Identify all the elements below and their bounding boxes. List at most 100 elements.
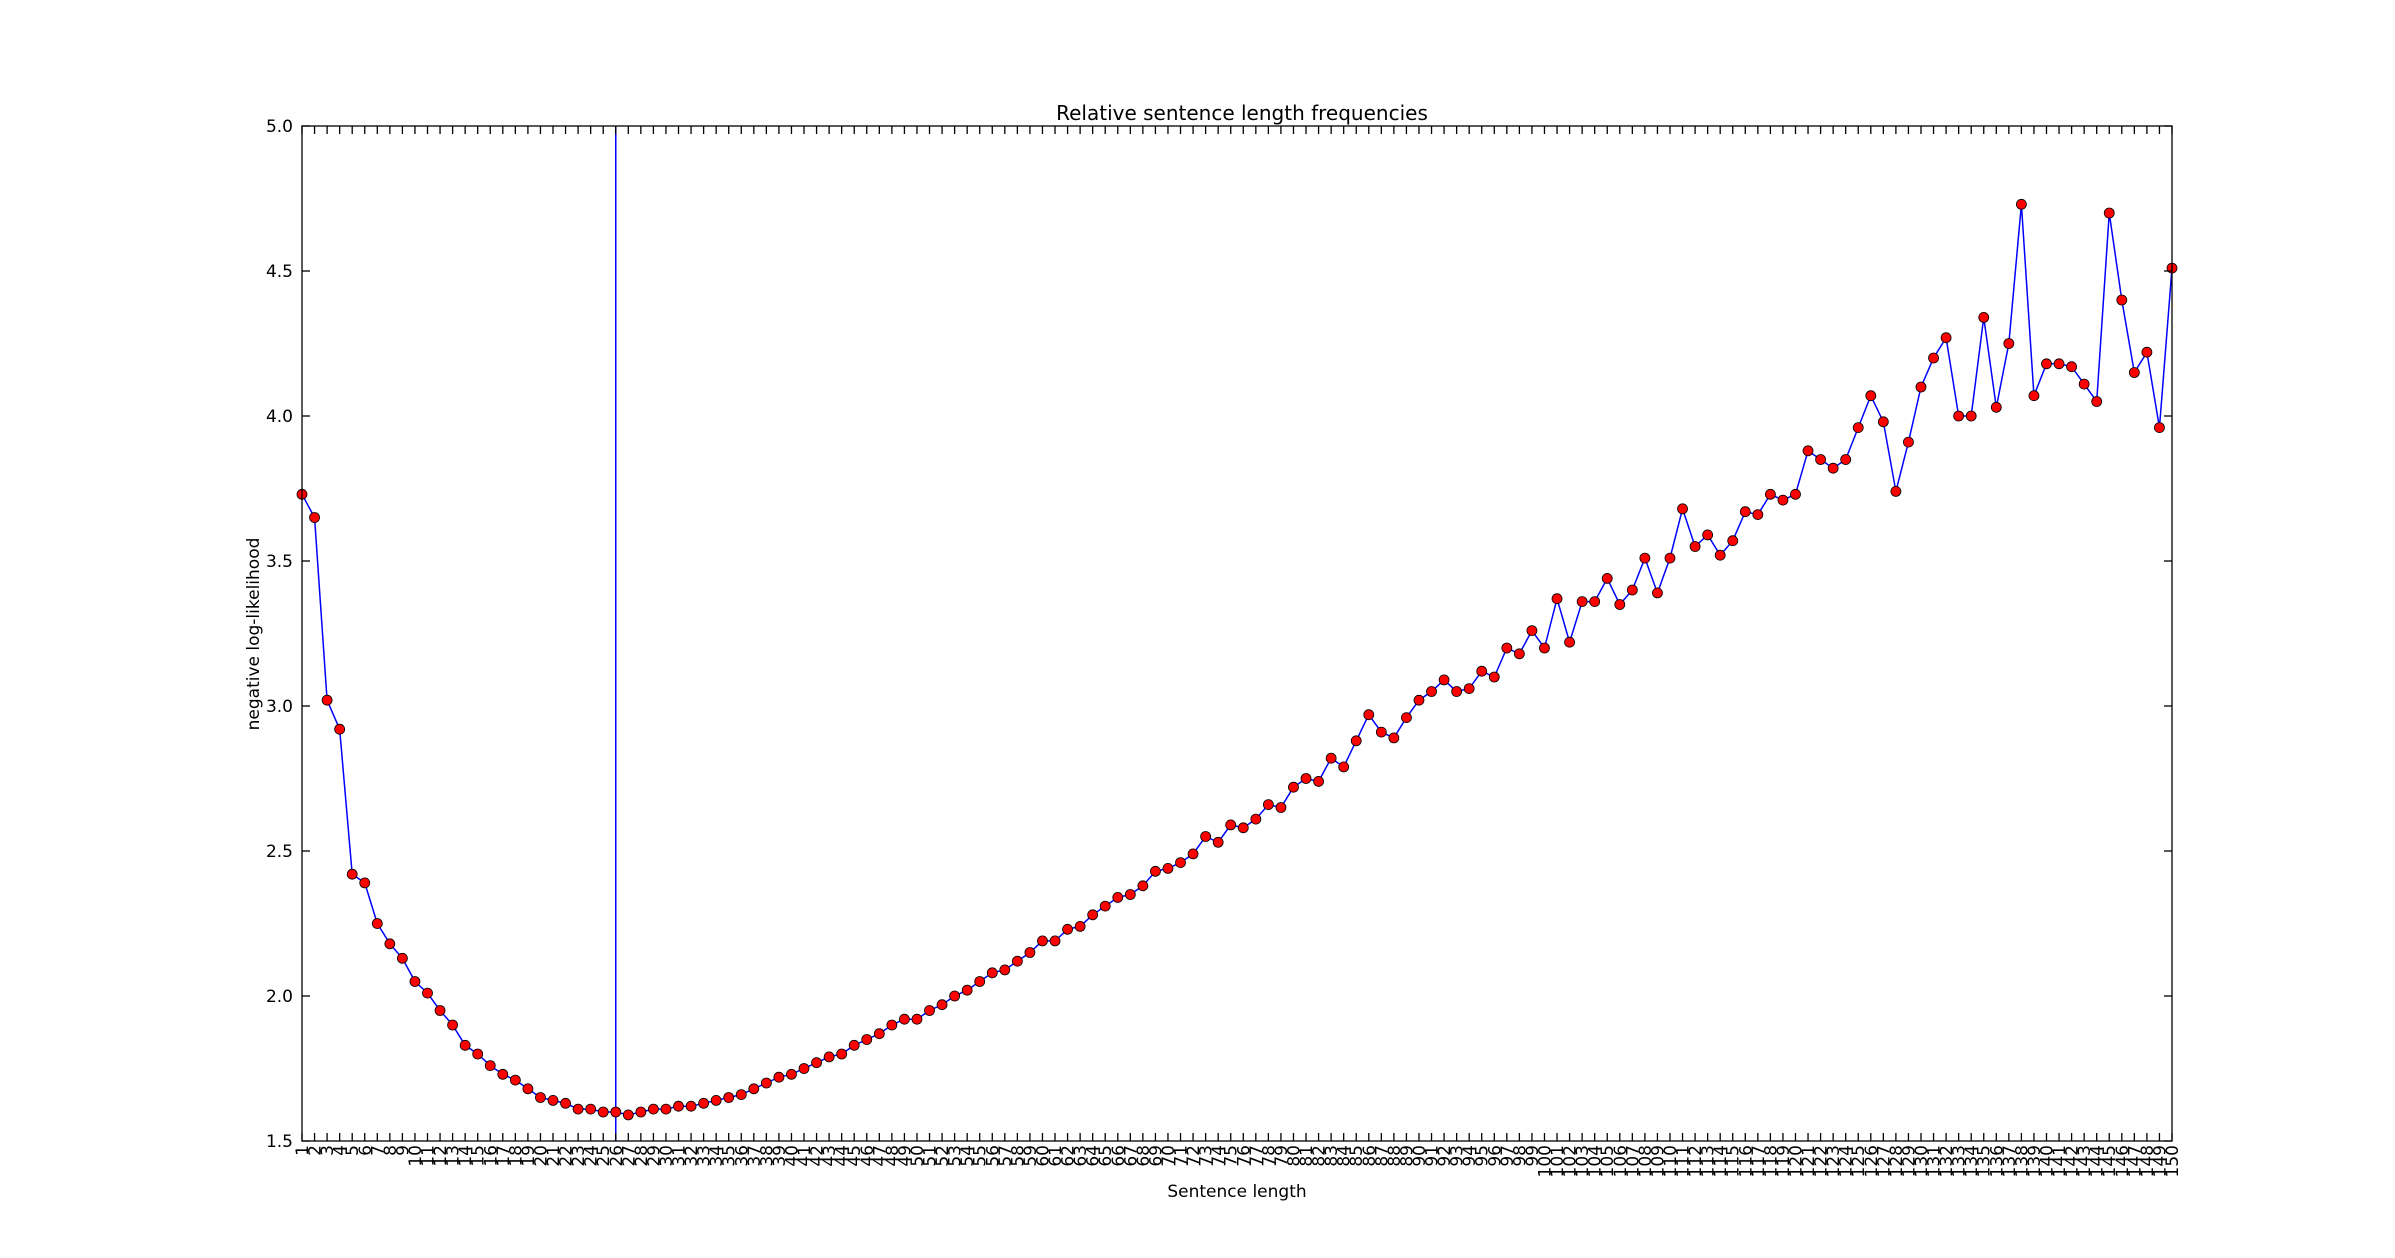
data-point — [1037, 935, 1048, 947]
data-point — [2154, 422, 2165, 434]
x-tick-label: 63 — [1071, 1145, 1091, 1167]
data-point — [572, 1103, 584, 1115]
data-point — [1752, 509, 1764, 520]
x-tick-label: 50 — [908, 1145, 928, 1167]
data-point — [836, 1048, 848, 1060]
data-point — [685, 1100, 697, 1112]
x-tick-label: 22 — [557, 1145, 577, 1167]
x-tick-label: 43 — [820, 1145, 840, 1167]
data-point — [1501, 642, 1513, 654]
data-point — [2116, 294, 2128, 306]
x-tick-label: 28 — [632, 1145, 652, 1167]
x-tick-label: 25 — [594, 1145, 614, 1167]
x-tick-label: 12 — [431, 1145, 451, 1167]
x-tick-label: 149 — [2150, 1145, 2170, 1177]
x-tick-label: 68 — [1134, 1145, 1154, 1167]
data-point — [1865, 390, 1877, 402]
x-tick-label: 70 — [1159, 1145, 1179, 1167]
x-tick-label: 88 — [1385, 1145, 1405, 1167]
x-tick-label: 80 — [1284, 1145, 1304, 1167]
y-tick-label: 5.0 — [266, 117, 293, 137]
x-tick-label: 110 — [1661, 1145, 1681, 1177]
y-tick-label: 4.5 — [266, 262, 293, 282]
data-point — [2028, 390, 2040, 402]
x-tick-label: 29 — [644, 1145, 664, 1167]
data-point — [986, 967, 998, 979]
x-tick-label: 140 — [2037, 1145, 2057, 1177]
data-point — [2053, 358, 2065, 370]
data-point — [760, 1077, 772, 1089]
plot-area — [302, 126, 2172, 1141]
data-point — [1840, 454, 1852, 465]
x-tick-label: 117 — [1749, 1145, 1769, 1177]
data-point — [735, 1089, 747, 1100]
data-point — [786, 1068, 797, 1080]
data-point — [535, 1092, 546, 1103]
data-point — [384, 938, 396, 950]
data-point — [346, 868, 358, 880]
x-tick-label: 19 — [519, 1145, 539, 1167]
x-tick-label: 42 — [808, 1145, 828, 1167]
x-tick-label: 98 — [1510, 1145, 1530, 1167]
x-tick-label: 73 — [1197, 1145, 1217, 1167]
x-tick-label: 31 — [670, 1145, 690, 1167]
x-tick-label: 74 — [1209, 1145, 1229, 1167]
x-tick-label: 59 — [1021, 1145, 1041, 1167]
data-point — [999, 964, 1011, 976]
data-point — [1877, 416, 1889, 428]
data-point — [1062, 923, 1073, 935]
x-tick-label: 125 — [1849, 1145, 1869, 1177]
x-tick-label: 64 — [1084, 1145, 1104, 1167]
x-tick-label: 85 — [1347, 1145, 1367, 1167]
data-point — [1940, 332, 1952, 344]
x-tick-label: 69 — [1146, 1145, 1166, 1167]
x-tick-label: 38 — [757, 1145, 777, 1167]
x-tick-label: 46 — [858, 1145, 878, 1167]
data-point — [949, 990, 961, 1002]
data-point — [1175, 857, 1186, 868]
data-point — [1363, 709, 1375, 721]
data-point — [924, 1005, 935, 1016]
x-tick-label: 146 — [2113, 1145, 2133, 1177]
x-tick-label: 106 — [1611, 1145, 1631, 1177]
x-tick-label: 90 — [1410, 1145, 1430, 1167]
y-tick-label: 1.5 — [266, 1132, 293, 1152]
x-tick-label: 102 — [1561, 1145, 1581, 1177]
data-point — [1451, 686, 1463, 697]
data-point — [1589, 596, 1601, 607]
x-tick-label: 141 — [2050, 1145, 2070, 1177]
y-tick-label: 3.5 — [266, 552, 293, 572]
data-point — [1212, 836, 1224, 848]
x-tick-label: 79 — [1272, 1145, 1292, 1167]
x-tick-label: 103 — [1573, 1145, 1593, 1177]
x-tick-label: 78 — [1259, 1145, 1279, 1167]
data-point — [2078, 378, 2090, 390]
x-tick-label: 39 — [770, 1145, 790, 1167]
data-point — [2066, 361, 2078, 373]
data-point — [886, 1019, 898, 1031]
x-tick-label: 97 — [1498, 1145, 1518, 1167]
data-point — [447, 1019, 459, 1031]
x-tick-label: 57 — [996, 1145, 1016, 1167]
data-point — [1087, 909, 1099, 921]
x-tick-label: 147 — [2125, 1145, 2145, 1177]
data-point — [1250, 813, 1262, 825]
x-tick-label: 145 — [2100, 1145, 2120, 1177]
data-point — [1187, 848, 1199, 860]
data-point — [1739, 506, 1751, 518]
x-tick-label: 100 — [1535, 1145, 1555, 1177]
x-tick-label: 108 — [1636, 1145, 1656, 1177]
x-tick-label: 130 — [1912, 1145, 1932, 1177]
data-point — [321, 694, 333, 706]
data-point — [1815, 454, 1826, 465]
x-tick-label: 1 — [293, 1145, 313, 1156]
x-tick-label: 131 — [1925, 1145, 1945, 1177]
data-point — [1011, 955, 1023, 967]
data-point — [848, 1039, 860, 1051]
x-tick-label: 55 — [971, 1145, 991, 1167]
data-point — [547, 1095, 559, 1106]
x-tick-label: 120 — [1786, 1145, 1806, 1177]
data-point — [1300, 773, 1312, 784]
x-tick-label: 23 — [569, 1145, 589, 1167]
